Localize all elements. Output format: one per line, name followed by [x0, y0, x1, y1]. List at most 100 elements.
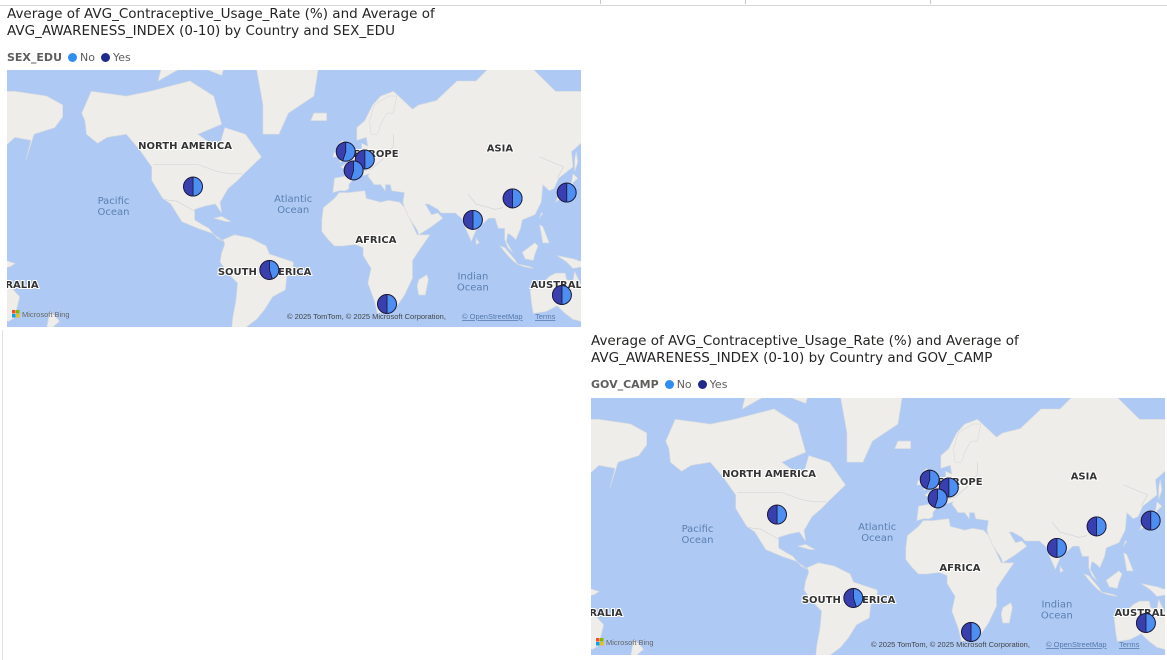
pie-marker-australia[interactable]	[551, 285, 572, 305]
legend-item-yes[interactable]: Yes	[100, 51, 131, 64]
legend-title: GOV_CAMP	[591, 378, 659, 391]
landmass-north-america	[665, 408, 846, 570]
pie-outline	[961, 622, 981, 642]
logo-square	[596, 638, 600, 642]
landmass-south-america	[803, 562, 878, 655]
logo-square	[12, 310, 16, 314]
landmass-iceland	[894, 440, 911, 449]
landmass-philippines	[1123, 552, 1134, 572]
map-attribution: © 2025 TomTom, © 2025 Microsoft Corporat…	[871, 640, 1030, 649]
pie-outline	[843, 588, 864, 608]
country-border	[539, 156, 564, 179]
landmass-papua	[7, 260, 16, 268]
landmass-taiwan	[1123, 540, 1128, 547]
visual-title: Average of AVG_Contraceptive_Usage_Rate …	[591, 333, 1019, 366]
landmass-borneo	[521, 242, 539, 261]
visual-border	[2, 330, 3, 660]
pie-marker-united-kingdom[interactable]	[335, 141, 356, 162]
pie-outline	[938, 477, 959, 498]
landmass-indonesia-2	[1099, 591, 1118, 597]
map-visual-sex-edu[interactable]: Average of AVG_Contraceptive_Usage_Rate …	[7, 6, 581, 328]
legend-dot-icon	[100, 53, 110, 62]
landmass-north-america	[81, 80, 262, 242]
landmass-sri-lanka	[1059, 564, 1064, 573]
landmass-indonesia-1	[498, 245, 519, 265]
continent-label-australia-wrap: RALIA	[7, 280, 39, 291]
legend-label: Yes	[112, 51, 131, 64]
landmass-canada-islands	[157, 70, 224, 82]
landmass-iceland	[310, 112, 327, 121]
legend-item-no[interactable]: No	[664, 378, 692, 391]
pie-outline	[1086, 516, 1107, 537]
continent-label-north-america: NORTH AMERICA	[722, 469, 816, 480]
pie-marker-japan[interactable]	[1140, 510, 1161, 531]
bing-text: Microsoft Bing	[22, 310, 70, 319]
openstreetmap-link[interactable]: © OpenStreetMap	[1046, 640, 1107, 649]
pie-outline	[919, 469, 940, 490]
continent-label-asia: ASIA	[487, 144, 514, 155]
map-canvas[interactable]: NORTH AMERICA EUROPE ASIA AFRICA SOUTH AMERI…	[591, 398, 1165, 655]
pie-marker-united-states[interactable]	[767, 504, 787, 525]
pie-marker-india[interactable]	[1046, 537, 1067, 558]
landmass-eurasia	[916, 398, 1165, 581]
map-visual-gov-camp[interactable]: Average of AVG_Contraceptive_Usage_Rate …	[591, 333, 1165, 655]
landmass-sakhalin	[574, 151, 579, 172]
land-layer	[591, 398, 1165, 655]
strip-divider	[745, 0, 746, 4]
pie-outline	[1135, 613, 1156, 633]
landmass-eurasia	[591, 419, 647, 488]
pie-outline	[462, 209, 483, 230]
landmass-madagascar	[1000, 602, 1013, 624]
visual-title: Average of AVG_Contraceptive_Usage_Rate …	[7, 6, 435, 39]
landmass-south-america	[219, 234, 294, 327]
pie-marker-united-kingdom[interactable]	[919, 469, 940, 490]
legend-item-no[interactable]: No	[68, 51, 95, 64]
landmass-cuba	[797, 544, 816, 550]
landmass-canada-islands	[741, 398, 808, 410]
map-canvas[interactable]: NORTH AMERICA EUROPE ASIA AFRICA SOUTH AMERI…	[7, 70, 581, 327]
pie-marker-south-africa[interactable]	[961, 622, 981, 642]
landmass-eurasia	[332, 70, 581, 253]
bing-logo: Microsoft Bing	[596, 638, 654, 647]
pie-marker-india[interactable]	[462, 209, 483, 230]
pie-marker-france[interactable]	[343, 160, 364, 181]
pie-marker-south-africa[interactable]	[377, 294, 397, 314]
terms-link[interactable]: Terms	[1119, 640, 1140, 649]
landmass-scandinavia-n	[953, 423, 981, 463]
terms-link[interactable]: Terms	[535, 312, 556, 321]
pie-marker-united-states[interactable]	[183, 176, 203, 197]
pie-marker-brazil[interactable]	[843, 588, 864, 608]
ocean-label-atlantic: Atlantic Ocean	[274, 194, 312, 216]
legend: SEX_EDU No Yes	[7, 51, 137, 64]
legend-label: No	[80, 51, 95, 64]
top-toolbar-strip	[0, 0, 1167, 6]
pie-marker-japan[interactable]	[556, 182, 577, 203]
pie-outline	[551, 285, 572, 305]
pie-outline	[335, 141, 356, 162]
logo-square	[600, 638, 604, 642]
continent-label-africa: AFRICA	[355, 235, 396, 246]
pie-outline	[259, 260, 280, 280]
strip-divider	[930, 0, 931, 4]
ocean-label-indian: Indian Ocean	[1041, 600, 1073, 622]
pie-marker-brazil[interactable]	[259, 260, 280, 280]
landmass-sri-lanka	[475, 236, 480, 245]
legend-dot-icon	[68, 53, 77, 62]
landmass-sakhalin	[1158, 479, 1163, 500]
pie-outline	[927, 488, 948, 509]
country-border	[737, 492, 827, 503]
landmass-australia	[591, 608, 605, 650]
pie-marker-china[interactable]	[502, 188, 523, 209]
pie-marker-china[interactable]	[1086, 516, 1107, 537]
country-border	[162, 199, 195, 212]
pie-marker-france[interactable]	[927, 488, 948, 509]
pie-outline	[1140, 510, 1161, 531]
logo-square	[600, 642, 604, 646]
landmass-borneo	[1105, 570, 1123, 589]
openstreetmap-link[interactable]: © OpenStreetMap	[462, 312, 523, 321]
pie-marker-australia[interactable]	[1135, 613, 1156, 633]
continent-label-asia: ASIA	[1071, 472, 1098, 483]
legend-item-yes[interactable]: Yes	[697, 378, 727, 391]
